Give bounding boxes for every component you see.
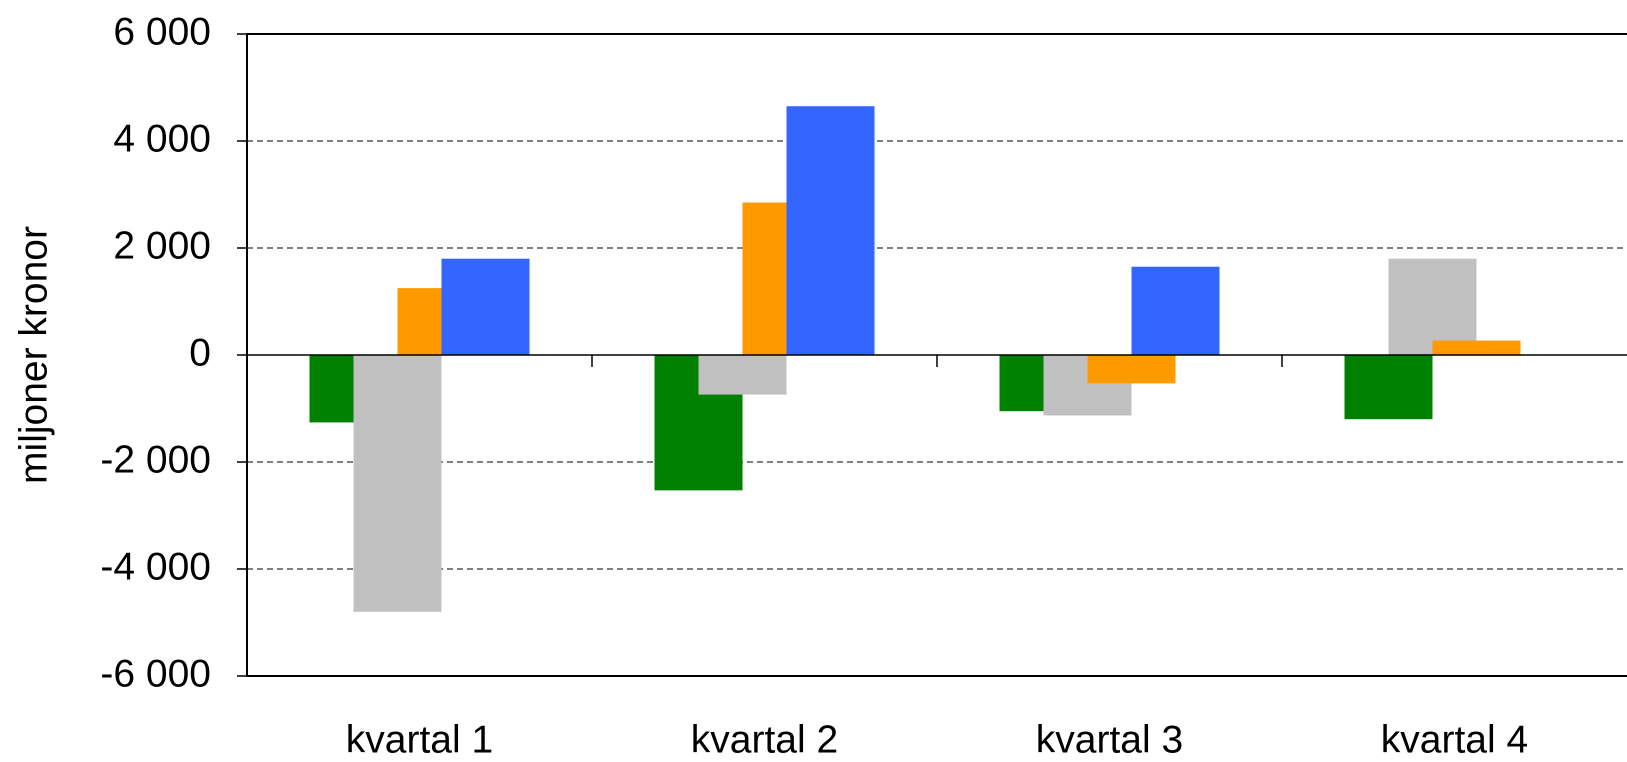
bar [786,106,875,355]
y-axis-label: miljoner kronor [12,226,55,484]
y-tick-label: 0 [189,331,211,374]
x-tick-label: kvartal 1 [346,718,493,761]
x-tick-label: kvartal 3 [1036,718,1183,761]
bar [698,355,787,395]
y-tick-label: -2 000 [100,438,211,481]
y-tick-label: -4 000 [100,545,211,588]
x-tick-label: kvartal 4 [1381,718,1528,761]
bar [1131,266,1220,355]
bar [1388,258,1477,355]
bar [353,355,442,612]
y-tick-label: 2 000 [113,224,211,267]
y-tick-label: 6 000 [113,10,211,53]
x-tick-label: kvartal 2 [691,718,838,761]
bar [1344,355,1433,420]
y-tick-label: -6 000 [100,652,211,695]
bar [1432,340,1521,355]
bar [1087,355,1176,384]
bar [441,258,530,355]
y-tick-label: 4 000 [113,117,211,160]
